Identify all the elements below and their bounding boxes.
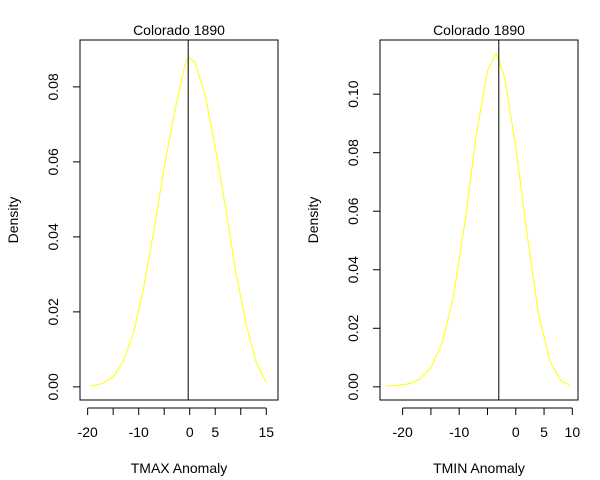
tmax-plot-title: Colorado 1890 [133,22,225,38]
tmin-x-tick-label: 5 [540,424,548,440]
tmin-y-tick-label: 0.02 [345,314,361,341]
tmax-y-tick-label: 0.06 [45,148,61,175]
tmax-y-tick-label: 0.00 [45,373,61,400]
tmin-x-tick-label: -20 [393,424,413,440]
tmax-y-axis-label: Density [5,197,21,244]
tmax-y-tick-label: 0.08 [45,73,61,100]
tmax-y-axis: 0.00 0.02 0.04 0.06 0.08 [45,73,80,401]
tmax-density-curve [90,56,267,387]
tmin-plot-title: Colorado 1890 [433,22,525,38]
tmax-series-group [90,56,267,387]
tmax-plot-frame [79,39,279,401]
tmin-y-tick-label: 0.08 [345,139,361,166]
tmax-x-axis-label: TMAX Anomaly [131,460,227,476]
tmax-y-tick-label: 0.02 [45,298,61,325]
tmin-x-tick-label: 10 [565,424,581,440]
tmax-density-panel: Colorado 1890 0.00 0.02 0.04 0.06 0.08 -20 -1… [5,22,279,476]
tmin-x-axis: -20 -10 0 5 10 [393,407,581,440]
tmax-x-tick-label: -10 [129,424,149,440]
tmin-x-tick-label: 0 [512,424,520,440]
tmax-x-tick-label: 5 [211,424,219,440]
tmax-x-axis: -20 -10 0 5 15 [78,407,274,440]
tmin-y-tick-label: 0.06 [345,197,361,224]
tmin-plot-frame [379,39,579,401]
tmin-density-curve [385,52,570,387]
tmin-series-group [385,52,570,387]
tmax-x-tick-label: -20 [78,424,98,440]
tmin-y-axis-label: Density [305,197,321,244]
tmin-density-panel: Colorado 1890 0.00 0.02 0.04 0.06 0.08 0.10 -… [305,22,580,476]
tmin-x-axis-label: TMIN Anomaly [433,460,525,476]
tmin-y-tick-label: 0.10 [345,80,361,107]
tmin-y-axis: 0.00 0.02 0.04 0.06 0.08 0.10 [345,80,380,400]
tmin-x-tick-label: -10 [449,424,469,440]
tmax-y-tick-label: 0.04 [45,223,61,250]
tmax-x-tick-label: 0 [186,424,194,440]
tmin-y-tick-label: 0.04 [345,256,361,283]
tmax-x-tick-label: 15 [258,424,274,440]
tmin-y-tick-label: 0.00 [345,373,361,400]
